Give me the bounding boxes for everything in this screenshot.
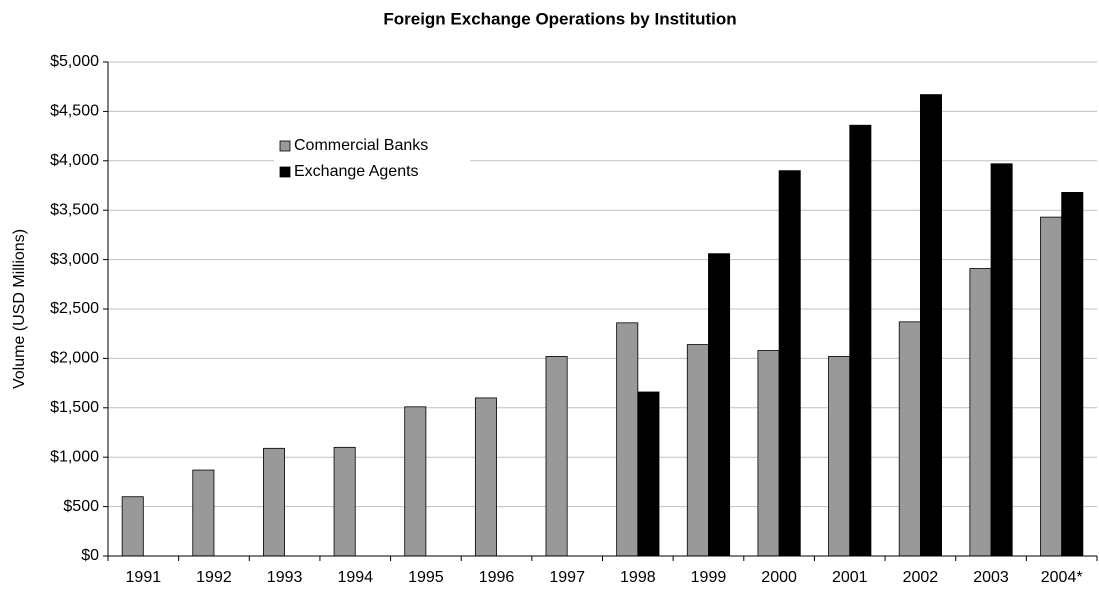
x-tick-label: 1997 bbox=[549, 569, 585, 586]
bar bbox=[898, 321, 921, 557]
bar bbox=[192, 469, 215, 557]
chart-title: Foreign Exchange Operations by Instituti… bbox=[383, 9, 736, 28]
x-tick-label: 1998 bbox=[620, 569, 656, 586]
bar bbox=[990, 163, 1013, 557]
y-tick-label: $2,500 bbox=[50, 300, 99, 317]
legend-label: Exchange Agents bbox=[294, 163, 419, 180]
y-tick-label: $5,000 bbox=[50, 53, 99, 70]
x-tick-label: 1991 bbox=[126, 569, 162, 586]
bar bbox=[263, 447, 286, 557]
bar bbox=[828, 356, 851, 557]
bar bbox=[1061, 192, 1084, 557]
y-tick-label: $1,500 bbox=[50, 399, 99, 416]
x-tick-label: 2000 bbox=[761, 569, 797, 586]
bar bbox=[849, 124, 872, 557]
x-tick-label: 2004* bbox=[1041, 569, 1083, 586]
bar bbox=[333, 446, 356, 557]
x-tick-label: 2003 bbox=[973, 569, 1009, 586]
bar bbox=[474, 397, 497, 557]
x-tick-label: 1996 bbox=[479, 569, 515, 586]
bar bbox=[637, 391, 660, 557]
y-tick-label: $2,000 bbox=[50, 350, 99, 367]
bar bbox=[404, 406, 427, 557]
y-tick-label: $3,000 bbox=[50, 251, 99, 268]
bar bbox=[757, 350, 780, 557]
bar bbox=[778, 170, 801, 557]
y-tick-label: $0 bbox=[81, 547, 99, 564]
x-tick-label: 2001 bbox=[832, 569, 868, 586]
legend-box bbox=[274, 130, 470, 186]
bar bbox=[919, 94, 942, 557]
bar bbox=[616, 322, 639, 557]
y-axis-label: Volume (USD Millions) bbox=[11, 229, 28, 389]
x-tick-label: 2002 bbox=[903, 569, 939, 586]
x-tick-label: 1995 bbox=[408, 569, 444, 586]
legend-swatch bbox=[279, 166, 291, 178]
y-tick-label: $1,000 bbox=[50, 448, 99, 465]
x-tick-label: 1992 bbox=[196, 569, 232, 586]
y-tick-label: $4,000 bbox=[50, 152, 99, 169]
legend-label: Commercial Banks bbox=[294, 137, 428, 154]
y-tick-label: $500 bbox=[63, 498, 99, 515]
bar bbox=[708, 253, 731, 557]
x-tick-label: 1999 bbox=[691, 569, 727, 586]
y-tick-label: $4,500 bbox=[50, 103, 99, 120]
bar bbox=[545, 356, 568, 557]
x-tick-label: 1993 bbox=[267, 569, 303, 586]
bar bbox=[969, 268, 992, 557]
bar bbox=[1040, 216, 1063, 557]
bar bbox=[121, 496, 144, 557]
y-tick-label: $3,500 bbox=[50, 201, 99, 218]
bar bbox=[686, 344, 709, 557]
x-tick-label: 1994 bbox=[337, 569, 373, 586]
legend-swatch bbox=[279, 140, 291, 152]
